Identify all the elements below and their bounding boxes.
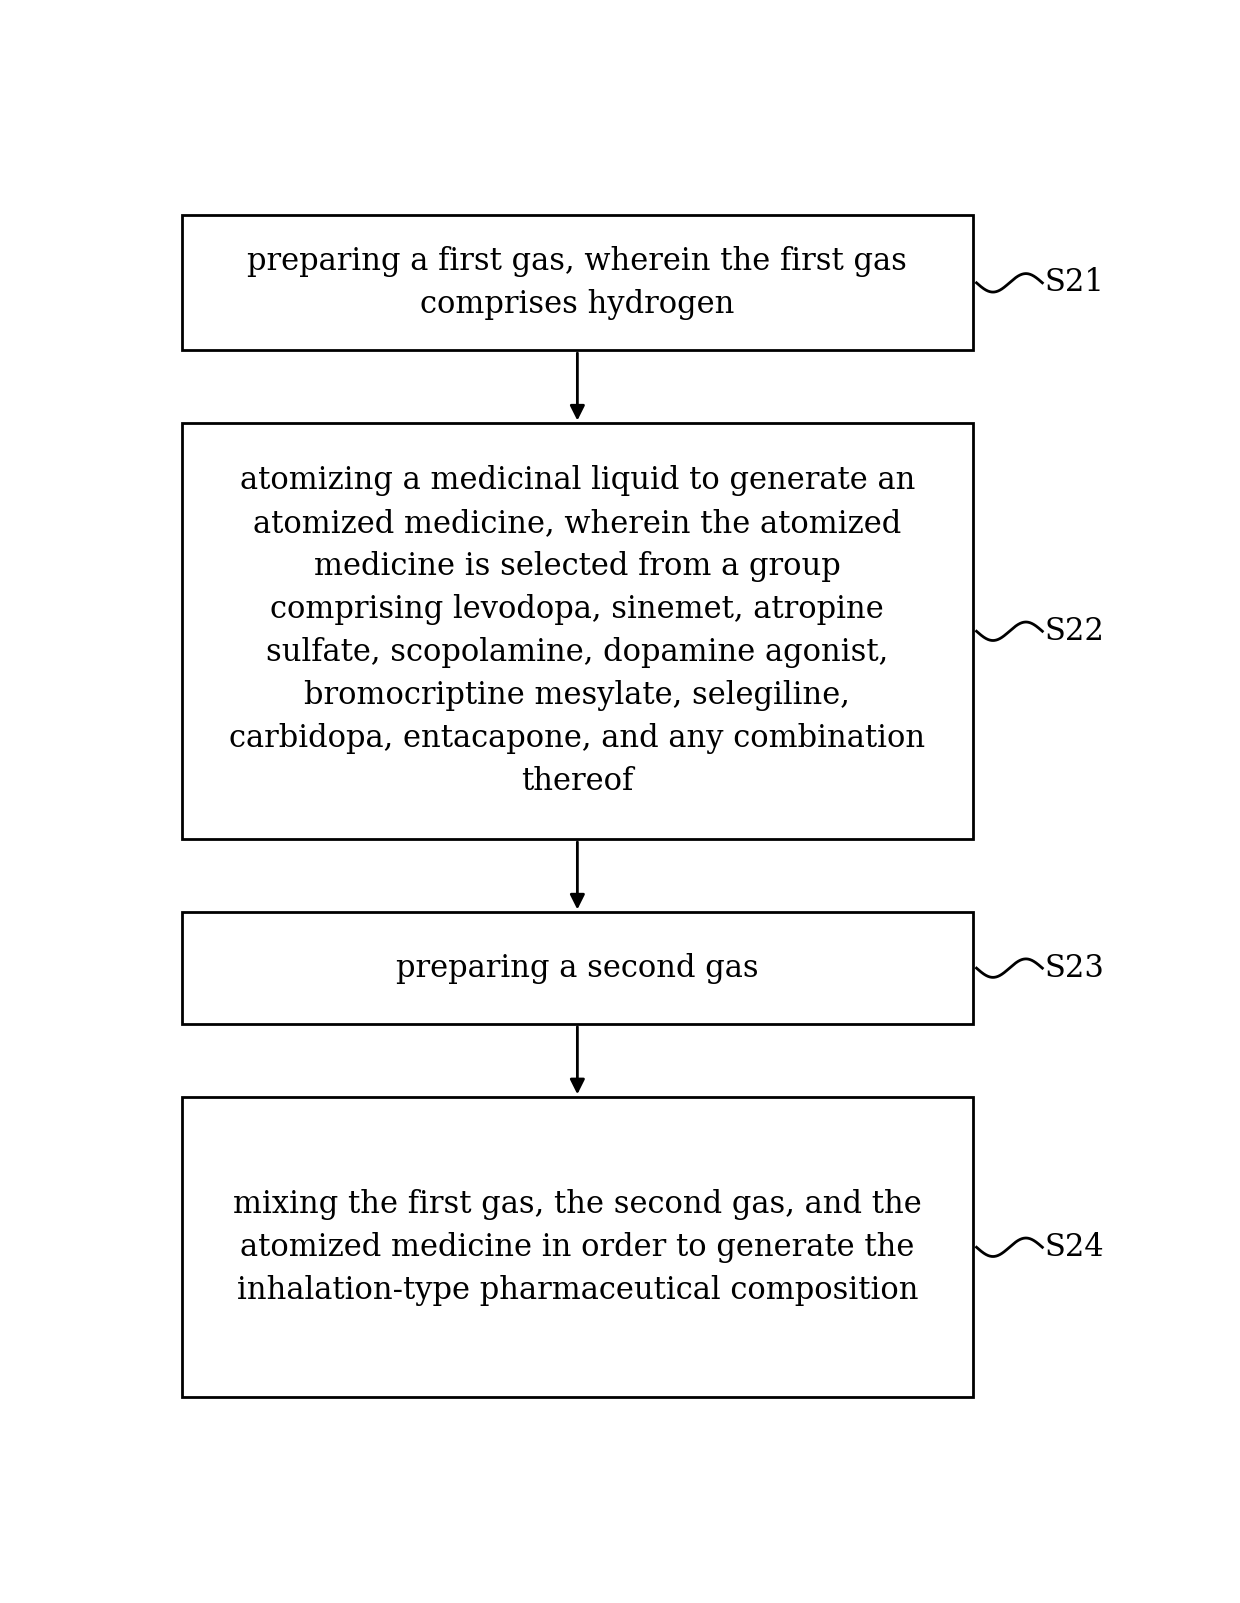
Text: mixing the first gas, the second gas, and the
atomized medicine in order to gene: mixing the first gas, the second gas, an…: [233, 1189, 921, 1306]
Text: preparing a second gas: preparing a second gas: [396, 952, 759, 984]
Bar: [182, 215, 972, 349]
Bar: [182, 423, 972, 838]
Text: S22: S22: [1044, 616, 1105, 646]
Text: S24: S24: [1044, 1231, 1105, 1263]
Bar: [182, 912, 972, 1024]
Text: preparing a first gas, wherein the first gas
comprises hydrogen: preparing a first gas, wherein the first…: [248, 245, 908, 321]
Bar: [182, 1096, 972, 1398]
Text: S21: S21: [1044, 268, 1105, 298]
Text: S23: S23: [1044, 952, 1105, 984]
Text: atomizing a medicinal liquid to generate an
atomized medicine, wherein the atomi: atomizing a medicinal liquid to generate…: [229, 465, 925, 797]
